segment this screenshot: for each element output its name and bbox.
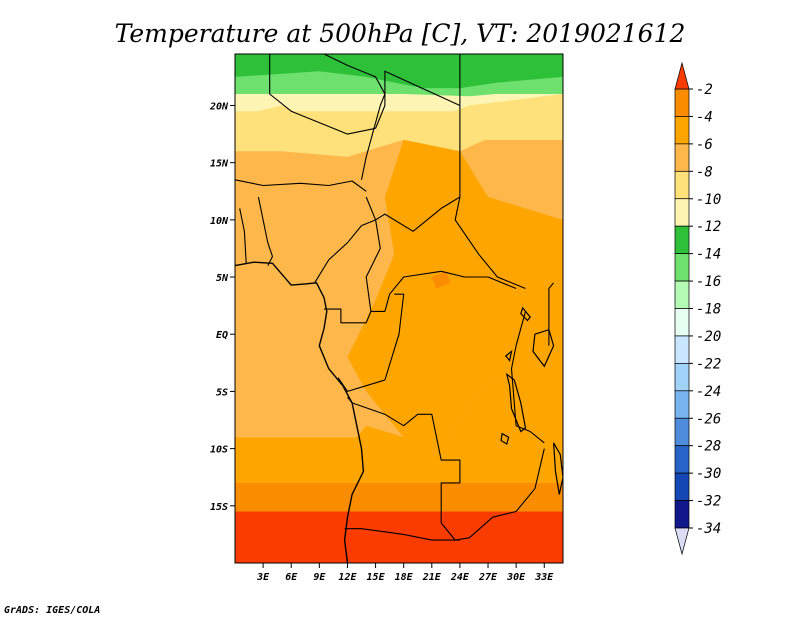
x-tick-label: 9E xyxy=(313,572,326,583)
colorbar-label: -28 xyxy=(696,439,721,455)
x-tick-label: 12E xyxy=(338,572,357,583)
country-border xyxy=(454,54,526,290)
y-tick-label: EQ xyxy=(216,330,228,341)
colorbar-label: -6 xyxy=(696,137,713,153)
lake-outline xyxy=(505,372,527,433)
colorbar-label: -16 xyxy=(696,274,721,290)
colorbar-label: -2 xyxy=(696,82,713,98)
lake-outline xyxy=(520,306,531,322)
plot-frame xyxy=(234,53,564,564)
longitude-axis: 3E 6E 9E 12E 15E 18E 21E 24E 27E 30E 33E xyxy=(256,563,554,583)
plot-area xyxy=(234,53,564,564)
x-tick-label: 3E xyxy=(256,572,270,583)
field-band xyxy=(235,482,563,512)
country-border xyxy=(347,396,545,541)
colorbar-label: -34 xyxy=(696,521,721,537)
country-border xyxy=(314,196,461,284)
x-tick-label: 33E xyxy=(534,572,554,583)
colorbar-segment xyxy=(674,445,690,474)
colorbar-segment xyxy=(674,500,690,529)
coastline xyxy=(235,261,365,563)
country-border xyxy=(510,345,545,444)
country-border xyxy=(324,308,372,324)
y-tick-label: 5N xyxy=(216,273,229,284)
colorbar-segment xyxy=(674,198,690,227)
y-tick-label: 15N xyxy=(210,159,229,170)
colorbar-segment xyxy=(674,417,690,447)
colorbar-segment xyxy=(674,116,690,145)
field-patch xyxy=(235,71,563,97)
lake-outline xyxy=(532,328,555,368)
colorbar-segment xyxy=(674,88,690,117)
grads-credit: GrADS: IGES/COLA xyxy=(4,605,100,616)
temperature-field xyxy=(235,54,563,563)
field-band xyxy=(235,511,563,563)
x-tick-label: 6E xyxy=(285,572,298,583)
y-tick-label: 10N xyxy=(210,216,229,227)
colorbar-label: -24 xyxy=(696,384,721,400)
latitude-axis: 20N 15N 10N 5N EQ 5S 10S 15S xyxy=(209,101,235,513)
colorbar-label: -20 xyxy=(696,329,721,345)
country-border xyxy=(337,293,405,392)
colorbar-segment xyxy=(674,335,690,364)
colorbar-segment xyxy=(674,253,690,282)
country-border xyxy=(267,54,386,180)
x-tick-label: 27E xyxy=(478,572,498,583)
lake-outline xyxy=(504,349,513,362)
x-tick-label: 30E xyxy=(506,572,526,583)
colorbar-segment xyxy=(674,225,690,254)
boundaries xyxy=(235,54,563,563)
colorbar-segment xyxy=(674,363,690,392)
colorbar-segment xyxy=(674,472,690,501)
colorbar-segment xyxy=(674,170,690,200)
field-patch xyxy=(235,94,563,157)
colorbar: -2 -4 -6 -8 -10 -12 -14 -16 -18 -20 -22 -24 -26 -28 -3… xyxy=(674,61,721,556)
x-tick-label: 24E xyxy=(450,572,470,583)
colorbar-label: -8 xyxy=(696,164,713,180)
y-tick-label: 10S xyxy=(210,445,228,456)
field-patch xyxy=(235,357,563,483)
country-border xyxy=(548,282,555,346)
colorbar-label: -32 xyxy=(696,494,721,510)
country-border xyxy=(239,208,247,264)
field-patch xyxy=(347,139,563,449)
x-tick-label: 15E xyxy=(367,572,386,583)
country-border xyxy=(269,54,376,135)
y-tick-label: 15S xyxy=(210,502,228,513)
x-tick-label: 18E xyxy=(395,572,414,583)
colorbar-label: -22 xyxy=(696,356,721,372)
colorbar-label: -30 xyxy=(696,466,721,482)
y-tick-label: 20N xyxy=(209,101,229,112)
colorbar-segment xyxy=(674,143,690,172)
colorbar-label: -12 xyxy=(696,219,721,235)
country-border xyxy=(365,196,517,312)
colorbar-label: -10 xyxy=(696,192,721,208)
country-border xyxy=(235,179,367,192)
lake-outline xyxy=(553,442,563,495)
colorbar-segment xyxy=(674,390,690,419)
colorbar-label: -4 xyxy=(696,109,713,125)
country-border xyxy=(375,70,461,129)
y-tick-label: 5S xyxy=(216,387,228,398)
x-tick-label: 21E xyxy=(422,572,442,583)
country-border xyxy=(257,196,274,266)
colorbar-segment xyxy=(674,280,690,309)
lake-outline xyxy=(500,432,510,445)
colorbar-label: -14 xyxy=(696,247,721,263)
field-patch xyxy=(431,271,451,289)
colorbar-label: -18 xyxy=(696,302,721,318)
map-title: Temperature at 500hPa [C], VT: 201902161… xyxy=(115,19,686,48)
colorbar-top-arrow xyxy=(674,61,690,90)
colorbar-bottom-arrow xyxy=(674,527,690,556)
country-border xyxy=(344,528,460,541)
field-patch xyxy=(235,54,563,89)
colorbar-label: -26 xyxy=(696,411,721,427)
colorbar-segment xyxy=(674,308,690,337)
